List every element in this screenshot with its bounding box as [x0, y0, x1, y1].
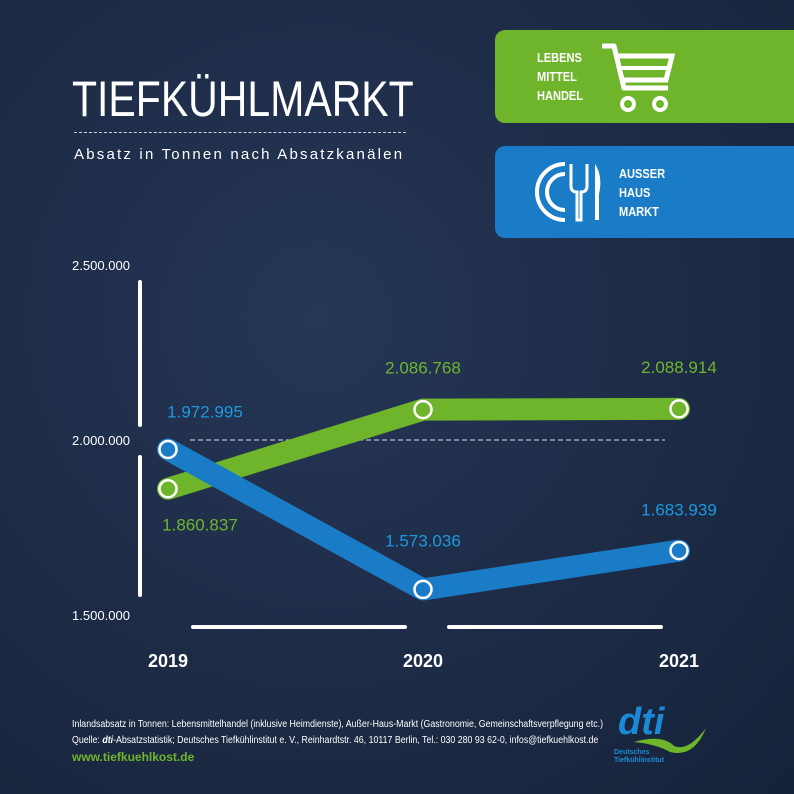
data-point — [669, 540, 689, 561]
legend-ausser-haus-markt: AUSSER HAUS MARKT — [495, 146, 794, 238]
data-point — [158, 439, 178, 460]
data-label: 1.860.837 — [162, 516, 238, 535]
data-point — [413, 579, 433, 600]
title-divider — [74, 132, 406, 133]
y-tick-label: 2.000.000 — [72, 433, 130, 448]
shopping-cart-icon — [602, 43, 675, 112]
data-label: 2.088.914 — [641, 358, 717, 377]
data-label: 1.683.939 — [641, 501, 717, 520]
data-label: 2.086.768 — [385, 359, 461, 378]
page-subtitle: Absatz in Tonnen nach Absatzkanälen — [74, 146, 405, 163]
footer-note: Inlandsabsatz in Tonnen: Lebensmittelhan… — [72, 719, 604, 730]
x-tick-label: 2021 — [659, 651, 699, 671]
y-tick-label: 1.500.000 — [72, 608, 130, 623]
svg-text:dti: dti — [618, 701, 666, 743]
data-label: 1.573.036 — [385, 531, 461, 550]
x-tick-label: 2019 — [148, 651, 188, 671]
data-point — [158, 478, 178, 499]
legend-label: LEBENS MITTEL HANDEL — [537, 50, 584, 103]
plate-cutlery-icon — [535, 162, 601, 222]
data-point — [669, 399, 689, 419]
legend-lebensmittelhandel: LEBENS MITTEL HANDEL — [495, 30, 794, 123]
svg-text:Tiefkühlinstitut: Tiefkühlinstitut — [614, 757, 665, 764]
website-link[interactable]: www.tiefkuehlkost.de — [72, 750, 195, 764]
series-line-0 — [157, 397, 690, 500]
dti-logo: dti Deutsches Tiefkühlinstitut — [612, 700, 712, 771]
y-tick-label: 2.500.000 — [72, 258, 130, 273]
legend-label: AUSSER HAUS MARKT — [619, 166, 666, 219]
data-label: 1.972.995 — [167, 402, 243, 421]
x-tick-label: 2020 — [403, 651, 443, 671]
data-point — [413, 399, 433, 420]
footer-source: Quelle: dti-Absatzstatistik; Deutsches T… — [72, 735, 599, 746]
page-title: TIEFKÜHLMARKT — [72, 71, 414, 127]
svg-text:Deutsches: Deutsches — [614, 749, 650, 756]
